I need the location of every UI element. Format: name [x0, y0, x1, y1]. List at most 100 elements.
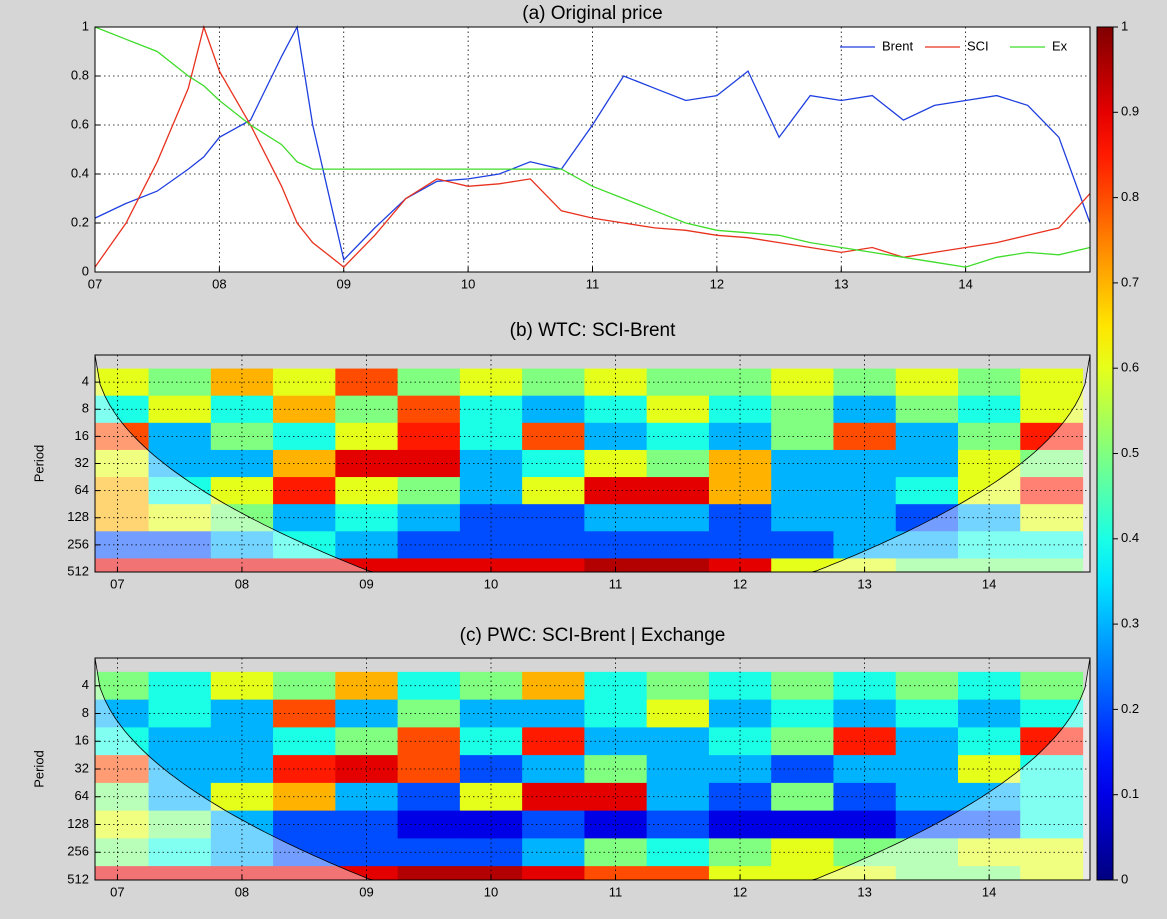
chart-title: (c) PWC: SCI-Brent | Exchange	[460, 625, 726, 646]
x-tick-label: 09	[359, 884, 373, 899]
heat-cell	[647, 755, 710, 783]
x-tick-label: 08	[235, 576, 249, 591]
x-tick-label: 11	[586, 276, 600, 291]
chart-title: (b) WTC: SCI-Brent	[510, 320, 676, 341]
y-tick-label: 256	[67, 536, 89, 551]
heat-cell	[647, 477, 710, 505]
heat-cell	[149, 369, 212, 397]
y-tick-label: 4	[82, 677, 89, 692]
y-tick-label: 16	[75, 733, 89, 748]
x-tick-label: 13	[857, 576, 871, 591]
heat-cell	[647, 504, 710, 532]
x-tick-label: 08	[212, 276, 226, 291]
x-tick-label: 09	[337, 276, 351, 291]
y-tick-label: 32	[75, 760, 89, 775]
legend-label: Ex	[1052, 38, 1068, 53]
heat-cell	[958, 727, 1021, 755]
heat-cell	[149, 700, 212, 728]
colorbar-tick-label: 0.5	[1121, 445, 1139, 460]
x-tick-label: 10	[484, 576, 498, 591]
colorbar-tick-label: 0.2	[1121, 701, 1139, 716]
x-tick-label: 14	[982, 576, 996, 591]
y-tick-label: 128	[67, 509, 89, 524]
heat-cell	[273, 755, 336, 783]
heat-cell	[273, 396, 336, 424]
colorbar-tick-label: 0	[1121, 871, 1128, 886]
colorbar-tick-label: 1	[1121, 18, 1128, 33]
y-tick-label: 0.2	[71, 214, 89, 229]
x-tick-label: 11	[609, 576, 623, 591]
y-axis-label: Period	[31, 750, 46, 788]
x-tick-label: 07	[110, 576, 124, 591]
x-tick-label: 12	[733, 576, 747, 591]
x-tick-label: 07	[88, 276, 102, 291]
heat-cell	[149, 672, 212, 700]
y-tick-label: 16	[75, 428, 89, 443]
colorbar-tick-label: 0.6	[1121, 360, 1139, 375]
heat-cell	[584, 755, 647, 783]
heat-cell	[273, 783, 336, 811]
x-tick-label: 09	[359, 576, 373, 591]
x-tick-label: 13	[834, 276, 848, 291]
heat-cell	[211, 727, 274, 755]
heat-cell	[149, 727, 212, 755]
heat-cell	[149, 396, 212, 424]
legend-label: Brent	[882, 38, 913, 53]
y-tick-label: 512	[67, 563, 89, 578]
y-tick-label: 8	[82, 401, 89, 416]
heat-cell	[1020, 369, 1083, 397]
colorbar-tick-label: 0.4	[1121, 530, 1139, 545]
heat-cell	[647, 727, 710, 755]
y-tick-label: 64	[75, 482, 89, 497]
y-tick-label: 0.8	[71, 67, 89, 82]
legend-label: SCI	[967, 38, 989, 53]
heat-cell	[1020, 672, 1083, 700]
x-tick-label: 14	[982, 884, 996, 899]
heatmap	[86, 355, 1090, 586]
heat-cell	[647, 811, 710, 839]
x-tick-label: 13	[857, 884, 871, 899]
y-tick-label: 32	[75, 455, 89, 470]
y-tick-label: 4	[82, 374, 89, 389]
x-tick-label: 12	[710, 276, 724, 291]
colorbar-tick-label: 0.9	[1121, 104, 1139, 119]
y-tick-label: 8	[82, 705, 89, 720]
heat-cell	[149, 423, 212, 451]
y-tick-label: 0.4	[71, 165, 89, 180]
heat-cell	[273, 811, 336, 839]
figure: 00.20.40.60.810708091011121314BrentSCIEx…	[0, 0, 1167, 919]
heat-cell	[584, 727, 647, 755]
heat-cell	[647, 423, 710, 451]
heat-cell	[647, 450, 710, 478]
y-tick-label: 0.6	[71, 116, 89, 131]
heat-cell	[273, 477, 336, 505]
heat-cell	[647, 672, 710, 700]
x-tick-label: 14	[958, 276, 972, 291]
y-tick-label: 256	[67, 844, 89, 859]
colorbar-tick-label: 0.3	[1121, 616, 1139, 631]
heat-cell	[647, 531, 710, 559]
heat-cell	[647, 396, 710, 424]
heat-cell	[273, 423, 336, 451]
heat-cell	[273, 727, 336, 755]
y-tick-label: 1	[82, 18, 89, 33]
x-tick-label: 10	[484, 884, 498, 899]
heat-cell	[647, 838, 710, 866]
y-tick-label: 128	[67, 816, 89, 831]
heat-cell	[273, 450, 336, 478]
heat-cell	[211, 755, 274, 783]
heat-cell	[273, 700, 336, 728]
y-tick-label: 512	[67, 871, 89, 886]
x-tick-label: 08	[235, 884, 249, 899]
colorbar-tick-label: 0.7	[1121, 274, 1139, 289]
heat-cell	[273, 504, 336, 532]
x-tick-label: 10	[461, 276, 475, 291]
y-tick-label: 64	[75, 788, 89, 803]
heat-cell	[273, 369, 336, 397]
heat-cell	[647, 783, 710, 811]
x-tick-label: 12	[733, 884, 747, 899]
colorbar-tick-label: 0.8	[1121, 189, 1139, 204]
heat-cell	[647, 700, 710, 728]
colorbar	[1097, 27, 1113, 880]
colorbar-tick-label: 0.1	[1121, 786, 1139, 801]
